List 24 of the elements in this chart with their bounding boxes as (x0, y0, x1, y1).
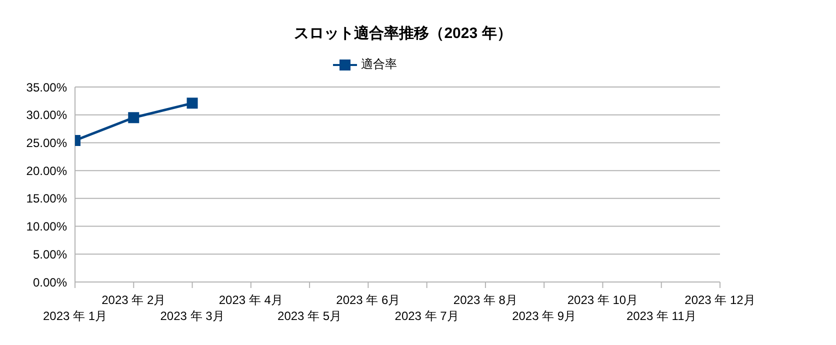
y-tick-label: 10.00% (26, 220, 68, 234)
x-tick-label: 2023 年 1月 (42, 309, 108, 323)
legend-label: 適合率 (361, 56, 397, 73)
x-tick-label: 2023 年 8月 (453, 293, 518, 307)
x-tick-label: 2023 年 12月 (684, 293, 756, 307)
x-tick-label: 2023 年 3月 (160, 309, 224, 323)
chart-title: スロット適合率推移（2023 年） (293, 24, 513, 43)
x-tick-label: 2023 年 4月 (218, 293, 283, 307)
x-tick-label: 2023 年 2月 (102, 293, 166, 307)
x-tick-label: 2023 年 9月 (512, 309, 576, 323)
y-tick-label: 30.00% (26, 108, 68, 122)
x-tick-label: 2023 年 11月 (626, 309, 696, 323)
y-tick-label: 5.00% (32, 247, 68, 262)
x-tick-label: 2023 年 6月 (336, 293, 400, 307)
y-tick-label: 20.00% (26, 164, 68, 178)
x-tick-label: 2023 年 5月 (278, 309, 342, 323)
y-tick-label: 15.00% (26, 192, 68, 206)
x-tick-label: 2023 年 7月 (394, 309, 459, 323)
y-tick-label: 0.00% (32, 275, 68, 290)
point (186, 98, 198, 109)
y-tick-label: 25.00% (26, 136, 68, 150)
point (128, 112, 140, 124)
x-tick-label: 2023 年 10月 (567, 293, 638, 307)
y-tick-label: 35.00% (26, 80, 68, 94)
